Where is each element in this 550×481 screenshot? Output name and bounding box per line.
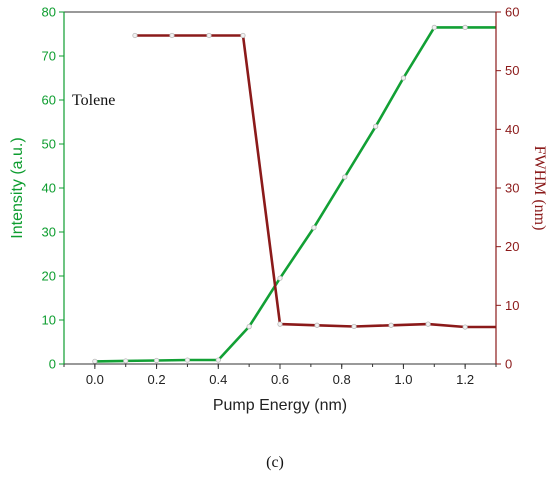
y-left-tick-label: 10: [42, 313, 56, 328]
data-point-fwhm: [206, 32, 212, 39]
series-line-intensity: [94, 26, 496, 363]
y-left-tick-label: 50: [42, 137, 56, 152]
plot-frame: [63, 11, 497, 365]
y-right-tick-label: 0: [505, 357, 512, 372]
x-tick-label: 0.6: [271, 372, 289, 387]
data-point-intensity: [277, 275, 283, 281]
data-point-fwhm: [388, 322, 394, 328]
x-tick-label: 0.8: [333, 372, 351, 387]
data-point-intensity: [431, 24, 437, 30]
y-right-tick-label: 40: [505, 122, 519, 137]
y-right-tick-label: 60: [505, 5, 519, 20]
x-axis-label: Pump Energy (nm): [213, 397, 347, 414]
data-point-intensity: [373, 123, 379, 130]
x-tick-label: 0.0: [86, 372, 104, 387]
data-point-intensity: [462, 24, 468, 30]
y-axis-right-label: FWHM (nm): [531, 146, 548, 231]
y-left-tick-label: 80: [42, 5, 56, 20]
data-point-fwhm: [132, 32, 138, 39]
x-tick-label: 1.0: [394, 372, 412, 387]
x-tick-label: 0.4: [209, 372, 227, 387]
data-point-fwhm: [351, 323, 357, 330]
data-point-fwhm: [314, 322, 320, 328]
x-tick-label: 1.2: [456, 372, 474, 387]
y-left-tick-label: 60: [42, 93, 56, 108]
data-point-intensity: [184, 357, 191, 363]
data-point-intensity: [342, 174, 348, 180]
y-left-tick-label: 30: [42, 225, 56, 240]
y-left-tick-label: 20: [42, 269, 56, 284]
y-left-tick-label: 70: [42, 49, 56, 64]
series-intensity: [92, 24, 496, 364]
data-point-fwhm: [277, 321, 283, 327]
annotation-tolene: Tolene: [72, 92, 115, 109]
data-point-intensity: [215, 357, 221, 363]
data-point-fwhm: [425, 321, 431, 327]
data-point-intensity: [246, 323, 252, 330]
data-point-fwhm: [169, 32, 175, 39]
figure-caption: (c): [266, 454, 284, 471]
y-right-tick-label: 50: [505, 63, 519, 78]
y-left-tick-label: 0: [49, 357, 56, 372]
y-right-tick-label: 30: [505, 181, 519, 196]
y-right-tick-label: 10: [505, 298, 519, 313]
data-point-intensity: [400, 75, 407, 81]
series-fwhm: [132, 32, 496, 330]
data-point-intensity: [153, 357, 160, 364]
y-right-tick-label: 20: [505, 239, 519, 254]
data-point-fwhm: [462, 324, 468, 330]
data-point-intensity: [311, 225, 317, 231]
data-point-intensity: [123, 358, 129, 364]
y-axis-left-label: Intensity (a.u.): [9, 137, 26, 238]
data-point-intensity: [92, 358, 98, 364]
data-point-fwhm: [240, 32, 246, 39]
y-left-tick-label: 40: [42, 181, 56, 196]
series-line-fwhm: [135, 34, 496, 329]
x-tick-label: 0.2: [148, 372, 166, 387]
